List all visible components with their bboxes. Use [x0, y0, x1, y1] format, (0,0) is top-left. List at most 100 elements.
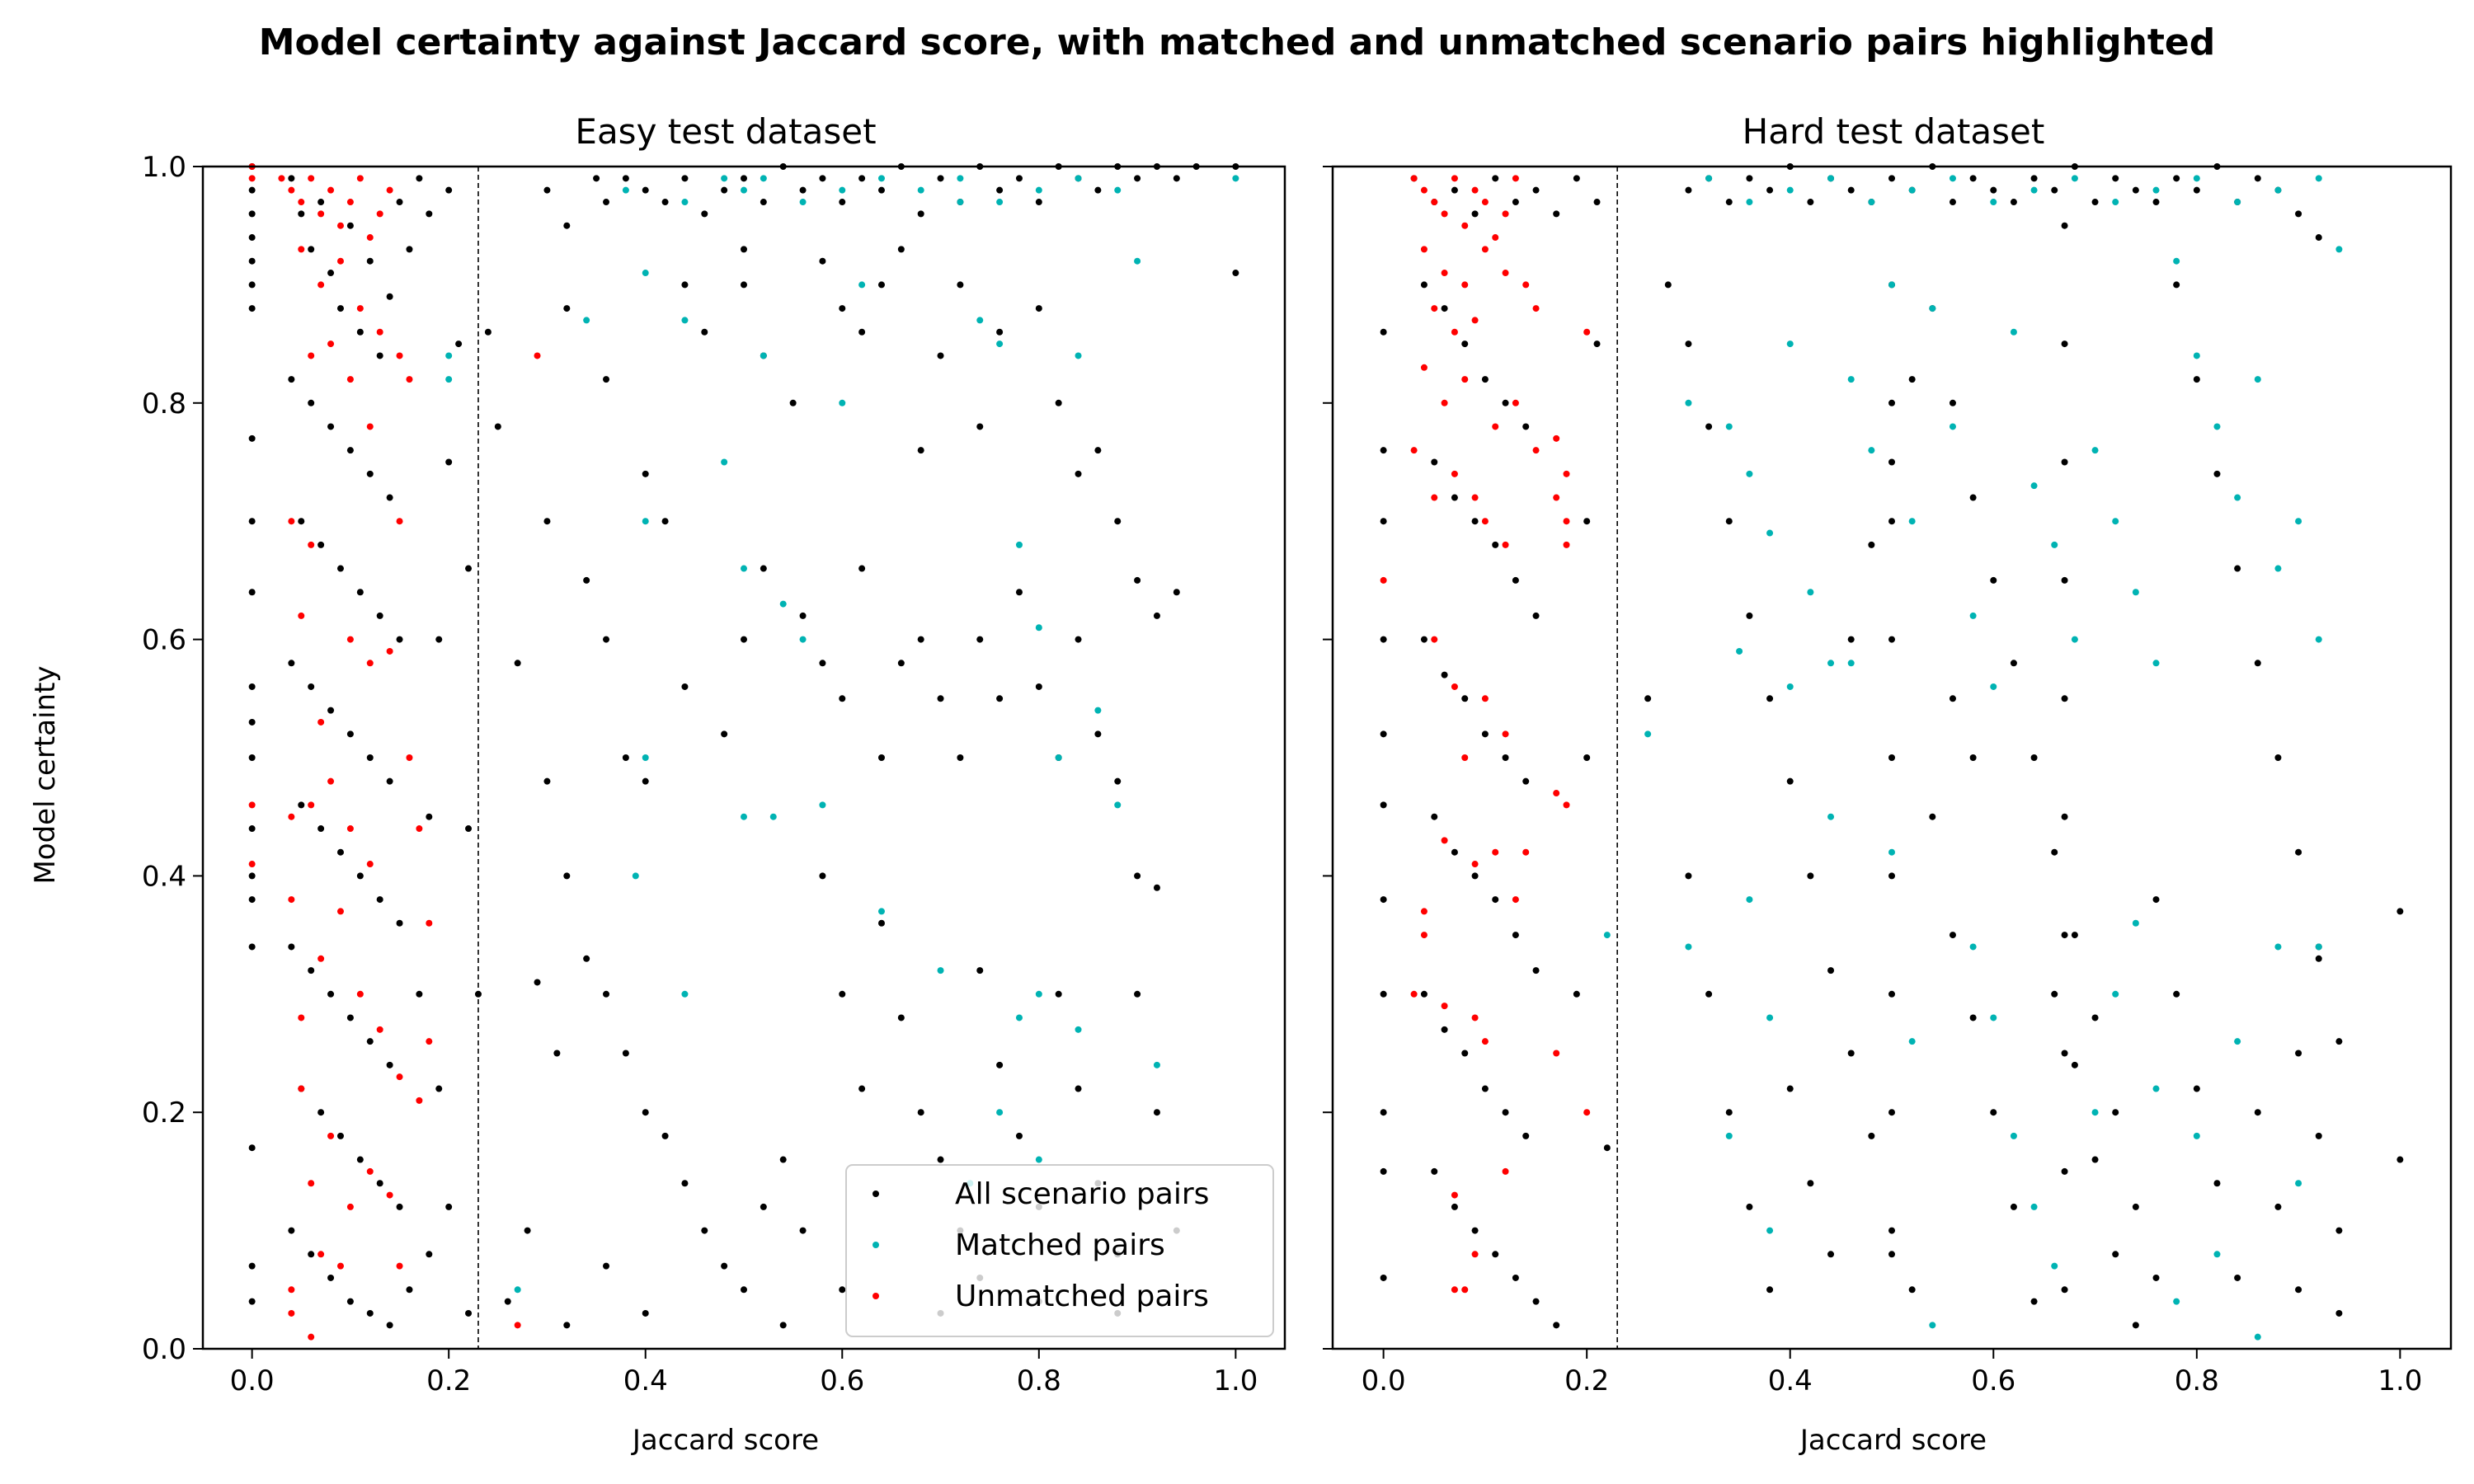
point-all: [346, 730, 354, 738]
y-axis-label: Model certainty: [29, 665, 62, 884]
point-all: [2315, 1132, 2322, 1139]
point-unmatched: [416, 825, 423, 833]
point-all: [1888, 1109, 1895, 1116]
y-tick-label: 1.0: [142, 151, 186, 184]
point-all: [1888, 1227, 1895, 1234]
point-all: [2213, 1180, 2221, 1187]
point-unmatched: [346, 376, 354, 383]
point-all: [426, 1251, 433, 1258]
point-unmatched: [288, 896, 295, 904]
point-all: [366, 1309, 374, 1317]
point-all: [288, 943, 295, 951]
point-matched: [2234, 1038, 2241, 1045]
point-unmatched: [327, 340, 335, 348]
point-all: [760, 1203, 767, 1210]
point-all: [1134, 990, 1141, 998]
point-matched: [2193, 352, 2200, 359]
point-matched: [996, 199, 1004, 206]
x-axis-label: Jaccard score: [631, 1424, 819, 1457]
point-all: [416, 175, 423, 182]
point-matched: [839, 186, 846, 194]
point-all: [2061, 1167, 2068, 1175]
point-all: [1153, 884, 1160, 891]
point-matched: [858, 281, 866, 289]
point-all: [1553, 1322, 1560, 1329]
point-all: [366, 754, 374, 761]
point-all: [288, 175, 295, 182]
point-all: [917, 447, 924, 454]
point-all: [1035, 683, 1042, 690]
point-all: [1593, 340, 1601, 348]
point-all: [346, 447, 354, 454]
point-matched: [1868, 199, 1875, 206]
point-all: [897, 660, 905, 667]
point-unmatched: [288, 813, 295, 820]
point-matched: [642, 270, 649, 277]
point-all: [336, 848, 344, 856]
point-all: [976, 636, 984, 643]
point-all: [1746, 175, 1753, 182]
point-all: [327, 270, 335, 277]
point-unmatched: [386, 647, 393, 655]
point-all: [1431, 813, 1438, 820]
point-unmatched: [1481, 695, 1489, 702]
point-all: [1015, 175, 1023, 182]
point-all: [701, 1227, 708, 1234]
point-unmatched: [1410, 175, 1418, 182]
point-all: [465, 825, 473, 833]
point-matched: [1786, 186, 1794, 194]
point-unmatched: [1461, 222, 1469, 229]
point-unmatched: [308, 1180, 315, 1187]
point-matched: [445, 352, 453, 359]
point-all: [681, 281, 689, 289]
point-all: [288, 376, 295, 383]
point-all: [583, 955, 590, 962]
point-matched: [2132, 589, 2139, 596]
point-unmatched: [1583, 328, 1591, 336]
point-matched: [1153, 1061, 1160, 1068]
point-matched: [1969, 943, 1977, 951]
point-matched: [1786, 340, 1794, 348]
point-all: [2193, 376, 2200, 383]
point-unmatched: [1451, 1286, 1458, 1294]
point-all: [917, 636, 924, 643]
point-all: [1888, 458, 1895, 466]
point-all: [2061, 695, 2068, 702]
point-unmatched: [248, 861, 256, 868]
point-unmatched: [1492, 423, 1499, 430]
point-all: [474, 990, 482, 998]
point-matched: [1766, 1014, 1774, 1021]
point-unmatched: [426, 1038, 433, 1045]
point-unmatched: [1583, 1109, 1591, 1116]
point-all: [741, 175, 747, 182]
point-matched: [1969, 612, 1977, 619]
point-unmatched: [288, 518, 295, 525]
point-matched: [2112, 518, 2119, 525]
point-all: [2193, 1085, 2200, 1092]
point-all: [1502, 399, 1509, 406]
point-unmatched: [1431, 305, 1438, 312]
point-unmatched: [308, 352, 315, 359]
point-all: [1420, 281, 1427, 289]
point-all: [1532, 612, 1540, 619]
point-all: [1134, 576, 1141, 584]
x-tick-label: 1.0: [2378, 1364, 2422, 1397]
point-all: [426, 813, 433, 820]
point-all: [2193, 186, 2200, 194]
point-unmatched: [366, 234, 374, 242]
point-all: [1461, 695, 1469, 702]
point-unmatched: [336, 257, 344, 265]
point-unmatched: [1502, 730, 1509, 738]
point-all: [248, 872, 256, 880]
point-unmatched: [1380, 576, 1387, 584]
point-matched: [1114, 186, 1122, 194]
point-matched: [721, 458, 728, 466]
point-all: [2091, 1156, 2099, 1163]
point-matched: [642, 518, 649, 525]
point-all: [317, 825, 325, 833]
point-all: [603, 1262, 610, 1270]
point-all: [1746, 612, 1753, 619]
point-unmatched: [1522, 281, 1530, 289]
point-all: [1786, 1085, 1794, 1092]
point-all: [248, 825, 256, 833]
